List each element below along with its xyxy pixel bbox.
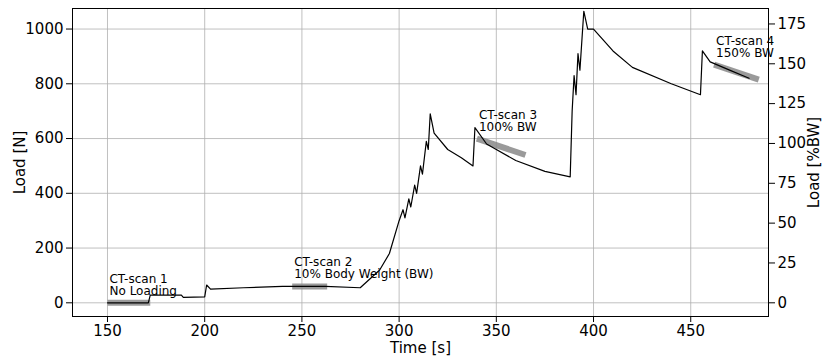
svg-text:75: 75 [778,174,797,192]
svg-text:CT-scan 210% Body Weight (BW): CT-scan 210% Body Weight (BW) [294,255,433,281]
svg-text:150: 150 [778,55,807,73]
svg-text:25: 25 [778,254,797,272]
svg-text:175: 175 [778,15,807,33]
svg-text:150: 150 [93,322,122,340]
svg-text:400: 400 [579,322,608,340]
svg-text:200: 200 [190,322,219,340]
svg-text:400: 400 [35,184,64,202]
svg-text:Time [s]: Time [s] [389,339,451,357]
svg-text:600: 600 [35,129,64,147]
svg-text:450: 450 [676,322,705,340]
svg-text:CT-scan 1No Loading: CT-scan 1No Loading [109,272,176,298]
svg-text:300: 300 [385,322,414,340]
svg-text:800: 800 [35,75,64,93]
svg-text:125: 125 [778,94,807,112]
svg-text:1000: 1000 [25,20,63,38]
svg-text:0: 0 [54,294,64,312]
svg-text:50: 50 [778,214,797,232]
svg-text:CT-scan 3100% BW: CT-scan 3100% BW [479,108,537,134]
svg-text:0: 0 [778,294,788,312]
svg-text:350: 350 [482,322,511,340]
svg-text:250: 250 [288,322,317,340]
svg-text:Load [%BW]: Load [%BW] [805,117,823,208]
svg-text:CT-scan 4150% BW: CT-scan 4150% BW [716,34,774,60]
svg-text:100: 100 [778,134,807,152]
svg-text:Load [N]: Load [N] [11,131,29,195]
svg-text:200: 200 [35,239,64,257]
